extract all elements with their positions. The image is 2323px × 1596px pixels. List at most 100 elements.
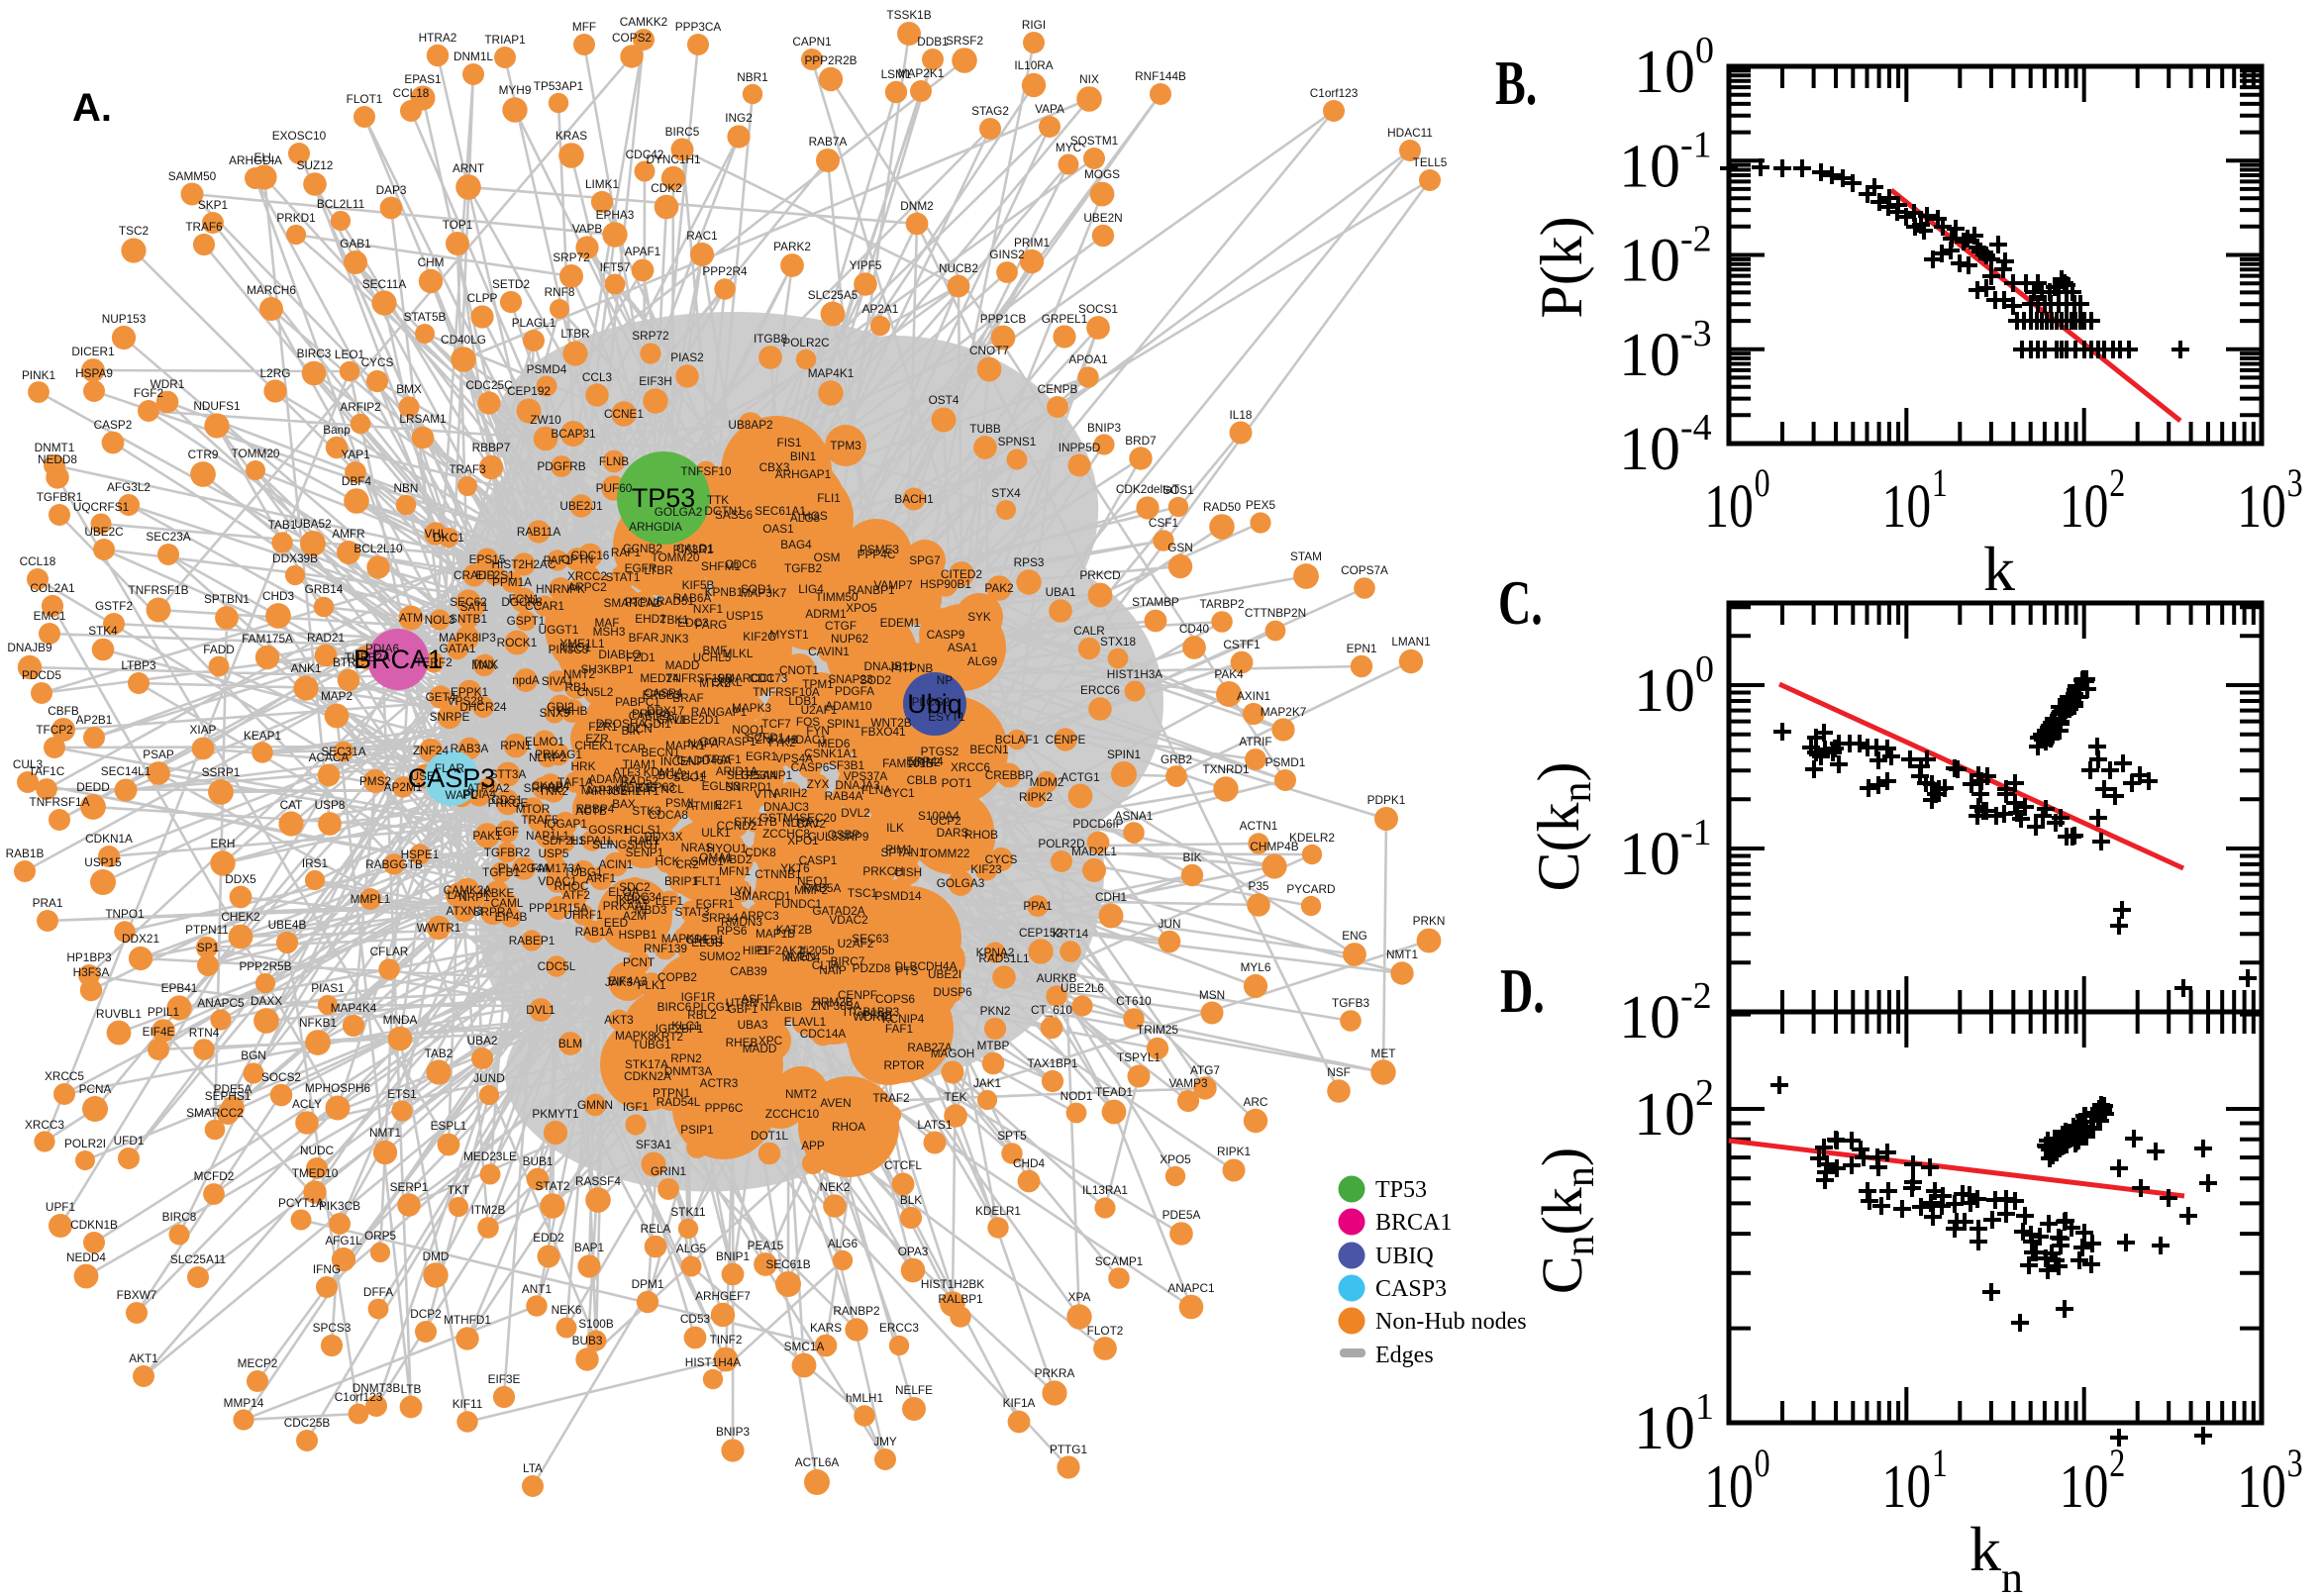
svg-text:IL18: IL18 [1230,408,1253,422]
svg-text:HCLS1: HCLS1 [624,823,661,837]
svg-text:L2RG: L2RG [260,366,291,380]
svg-text:VAPB: VAPB [572,222,603,236]
svg-text:PLA2G4A: PLA2G4A [498,861,551,875]
svg-text:MAPK3: MAPK3 [732,701,771,715]
svg-text:MYC: MYC [1056,141,1082,154]
svg-text:STK17B: STK17B [734,815,777,829]
svg-text:STT3A: STT3A [490,767,527,781]
svg-text:CDK2: CDK2 [651,181,681,195]
svg-text:RAD50: RAD50 [1203,500,1241,514]
svg-text:ARF1: ARF1 [586,871,616,885]
svg-text:PTTG1: PTTG1 [1050,1443,1087,1456]
svg-text:PCNT: PCNT [623,955,655,969]
svg-text:MYH9: MYH9 [499,83,532,97]
svg-text:1: 1 [1932,1442,1948,1485]
svg-text:CBFB: CBFB [48,704,79,718]
svg-text:DNMT1: DNMT1 [35,441,75,454]
svg-text:ORP5: ORP5 [364,1229,397,1243]
svg-text:CDC25C: CDC25C [465,378,513,392]
svg-text:DBF4: DBF4 [342,474,372,488]
svg-text:GET4: GET4 [426,690,456,704]
svg-text:EIF3H: EIF3H [639,374,671,388]
svg-text:PPIL1: PPIL1 [148,1005,179,1019]
svg-text:BCLAF1: BCLAF1 [995,733,1040,747]
svg-text:RAD54L: RAD54L [656,1095,701,1109]
svg-text:PDE5A: PDE5A [214,1082,252,1096]
svg-text:hMLH1: hMLH1 [846,1391,883,1405]
svg-text:ASF1A: ASF1A [741,992,778,1006]
svg-text:SASS6: SASS6 [715,508,753,522]
svg-text:Banp: Banp [323,423,351,437]
svg-text:ERP44: ERP44 [906,754,944,768]
svg-text:FLT1: FLT1 [695,874,722,888]
svg-text:PLCG2: PLCG2 [912,695,951,709]
svg-text:ANT1: ANT1 [522,1282,552,1296]
svg-text:SPT5: SPT5 [997,1129,1027,1143]
svg-text:CDC16: CDC16 [571,549,610,562]
svg-text:UBE2C: UBE2C [84,525,124,539]
svg-text:10: 10 [1704,1453,1754,1521]
svg-text:RUVBL1: RUVBL1 [96,1007,142,1021]
svg-text:HIST1H2BK: HIST1H2BK [921,1277,984,1291]
svg-text:STK11: STK11 [670,1205,705,1219]
svg-text:TARBP2: TARBP2 [1199,597,1244,611]
svg-text:CASP4: CASP4 [645,686,683,700]
svg-text:10: 10 [1619,416,1680,483]
svg-text:TPM1: TPM1 [802,677,833,691]
svg-text:XRCC3: XRCC3 [25,1118,64,1132]
svg-text:TYK2: TYK2 [766,736,796,749]
svg-text:ILK: ILK [886,821,904,835]
svg-text:DDB1: DDB1 [917,35,948,49]
svg-text:RBL2: RBL2 [687,1008,717,1022]
svg-text:ELMO1: ELMO1 [525,735,564,748]
svg-text:GRPEL1: GRPEL1 [1042,312,1088,326]
svg-text:APAF1: APAF1 [625,245,661,258]
svg-text:SNTB1: SNTB1 [450,612,487,626]
svg-text:HSPA1L: HSPA1L [570,834,615,848]
svg-text:TNFRSF10A: TNFRSF10A [753,685,820,699]
svg-text:3: 3 [2287,461,2303,505]
svg-text:PDPK1: PDPK1 [1367,793,1406,807]
svg-text:RAB11A: RAB11A [517,525,561,539]
svg-text:SEC20: SEC20 [799,811,837,825]
svg-text:ARHGAP1: ARHGAP1 [775,467,831,481]
svg-text:XPO5: XPO5 [1160,1152,1191,1166]
svg-text:PSML: PSML [665,796,698,810]
svg-text:CBLB: CBLB [907,773,938,787]
svg-text:PPP3CA: PPP3CA [675,20,722,34]
svg-text:BAP1: BAP1 [574,1241,604,1254]
svg-text:RANGAP1: RANGAP1 [691,705,747,719]
svg-text:NIX: NIX [1079,72,1099,86]
svg-text:CUL5: CUL5 [808,830,839,844]
svg-text:SPIN1: SPIN1 [1107,748,1141,761]
svg-text:JNK3: JNK3 [660,632,689,646]
svg-text:-2: -2 [1680,975,1712,1017]
svg-text:MAD2L1: MAD2L1 [1071,845,1117,858]
svg-text:MLKL: MLKL [723,647,754,660]
svg-text:TGFB3: TGFB3 [1332,996,1369,1010]
svg-text:RBBP7: RBBP7 [472,441,511,454]
svg-text:BTRC: BTRC [333,655,365,669]
svg-text:LIMK1: LIMK1 [585,177,619,191]
svg-text:CTNNB1: CTNNB1 [755,867,801,881]
svg-text:STAMBP: STAMBP [1132,595,1179,609]
svg-text:NXF1: NXF1 [693,602,723,616]
svg-text:GINS2: GINS2 [989,248,1024,261]
svg-text:BIN1: BIN1 [790,449,816,463]
svg-text:ATF3: ATF3 [613,765,641,779]
svg-text:ZNF148: ZNF148 [756,733,798,747]
svg-text:UBE2N: UBE2N [1083,211,1122,225]
svg-text:TOMM20: TOMM20 [652,550,700,564]
svg-text:ATXN3: ATXN3 [446,904,483,918]
svg-text:SOD1: SOD1 [741,582,772,596]
svg-text:BIRC7: BIRC7 [831,954,865,968]
svg-text:CAPN1: CAPN1 [792,35,831,49]
svg-text:GADD45A: GADD45A [676,753,731,767]
svg-text:PPP1CB: PPP1CB [980,312,1027,326]
svg-text:ARC: ARC [1244,1095,1268,1109]
svg-text:RAC1: RAC1 [686,229,717,243]
svg-text:ATF2: ATF2 [562,888,590,902]
svg-text:SH3KBP1: SH3KBP1 [580,662,633,676]
svg-text:ERCC3: ERCC3 [879,1321,919,1335]
svg-text:NAIP: NAIP [819,963,847,977]
